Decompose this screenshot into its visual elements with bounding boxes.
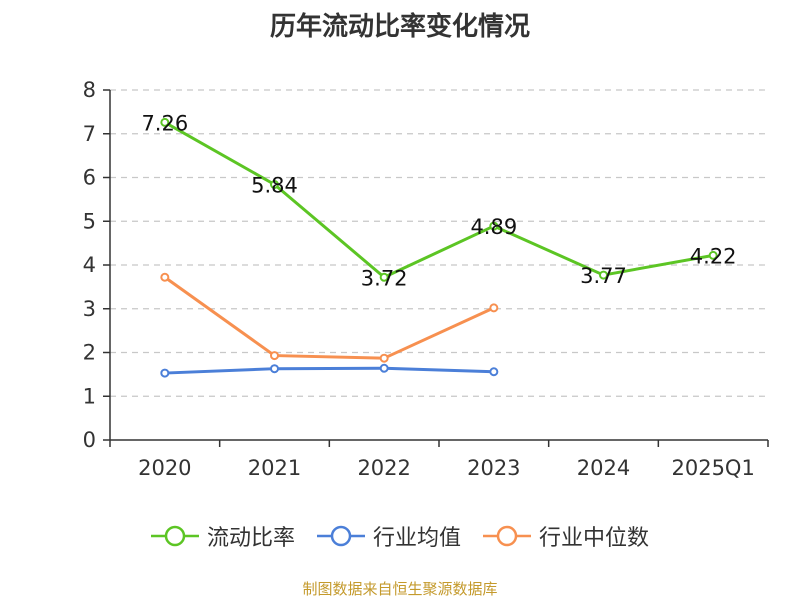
legend: 流动比率 行业均值 行业中位数 bbox=[0, 520, 800, 552]
data-label: 5.84 bbox=[251, 174, 298, 198]
chart-title: 历年流动比率变化情况 bbox=[269, 12, 530, 42]
data-point bbox=[379, 363, 389, 373]
y-tick-label: 7 bbox=[83, 122, 96, 146]
x-tick-label: 2021 bbox=[248, 456, 301, 480]
data-point bbox=[489, 221, 499, 231]
legend-swatch-ratio-icon bbox=[150, 525, 199, 547]
legend-item-ratio[interactable]: 流动比率 bbox=[150, 520, 295, 552]
y-tick-label: 3 bbox=[83, 297, 96, 321]
x-tick-label: 2020 bbox=[138, 456, 191, 480]
series-line-1 bbox=[164, 366, 494, 375]
y-tick-label: 2 bbox=[83, 341, 96, 365]
y-tick-label: 4 bbox=[83, 253, 96, 277]
source-note: 制图数据来自恒生聚源数据库 bbox=[302, 580, 498, 598]
x-tick-label: 2025Q1 bbox=[671, 456, 754, 480]
data-label: 7.26 bbox=[141, 111, 188, 135]
legend-label-ratio: 流动比率 bbox=[206, 526, 295, 551]
data-point bbox=[270, 351, 279, 361]
legend-label-industry-mean: 行业均值 bbox=[372, 526, 461, 551]
legend-label-industry-median: 行业中位数 bbox=[539, 526, 650, 551]
x-tick-label: 2023 bbox=[467, 456, 520, 480]
data-point bbox=[270, 364, 279, 374]
y-tick-label: 0 bbox=[83, 428, 96, 452]
data-point bbox=[160, 117, 170, 127]
series-line-0 bbox=[164, 121, 714, 279]
data-point bbox=[379, 272, 389, 282]
legend-item-industry-median[interactable]: 行业中位数 bbox=[483, 520, 649, 552]
y-tick-label: 1 bbox=[83, 384, 96, 408]
data-point bbox=[160, 368, 170, 378]
data-point bbox=[270, 180, 279, 189]
data-point bbox=[489, 367, 499, 377]
data-point bbox=[489, 303, 499, 313]
legend-swatch-industry-median-icon bbox=[483, 525, 531, 547]
x-tick-label: 2024 bbox=[577, 456, 630, 480]
y-tick-label: 8 bbox=[83, 78, 96, 102]
data-point bbox=[160, 272, 170, 282]
legend-item-industry-mean[interactable]: 行业均值 bbox=[316, 520, 461, 552]
data-point bbox=[379, 353, 389, 363]
data-label: 3.72 bbox=[361, 266, 408, 290]
x-tick-label: 2022 bbox=[357, 456, 410, 480]
data-label: 3.77 bbox=[580, 264, 627, 288]
y-tick-label: 6 bbox=[83, 166, 96, 190]
data-point bbox=[599, 270, 608, 280]
data-point bbox=[708, 250, 718, 260]
data-label: 4.22 bbox=[690, 244, 737, 268]
data-label: 4.89 bbox=[470, 215, 517, 239]
legend-swatch-industry-mean-icon bbox=[316, 525, 365, 547]
series-line-2 bbox=[163, 276, 495, 360]
y-tick-label: 5 bbox=[83, 209, 96, 233]
